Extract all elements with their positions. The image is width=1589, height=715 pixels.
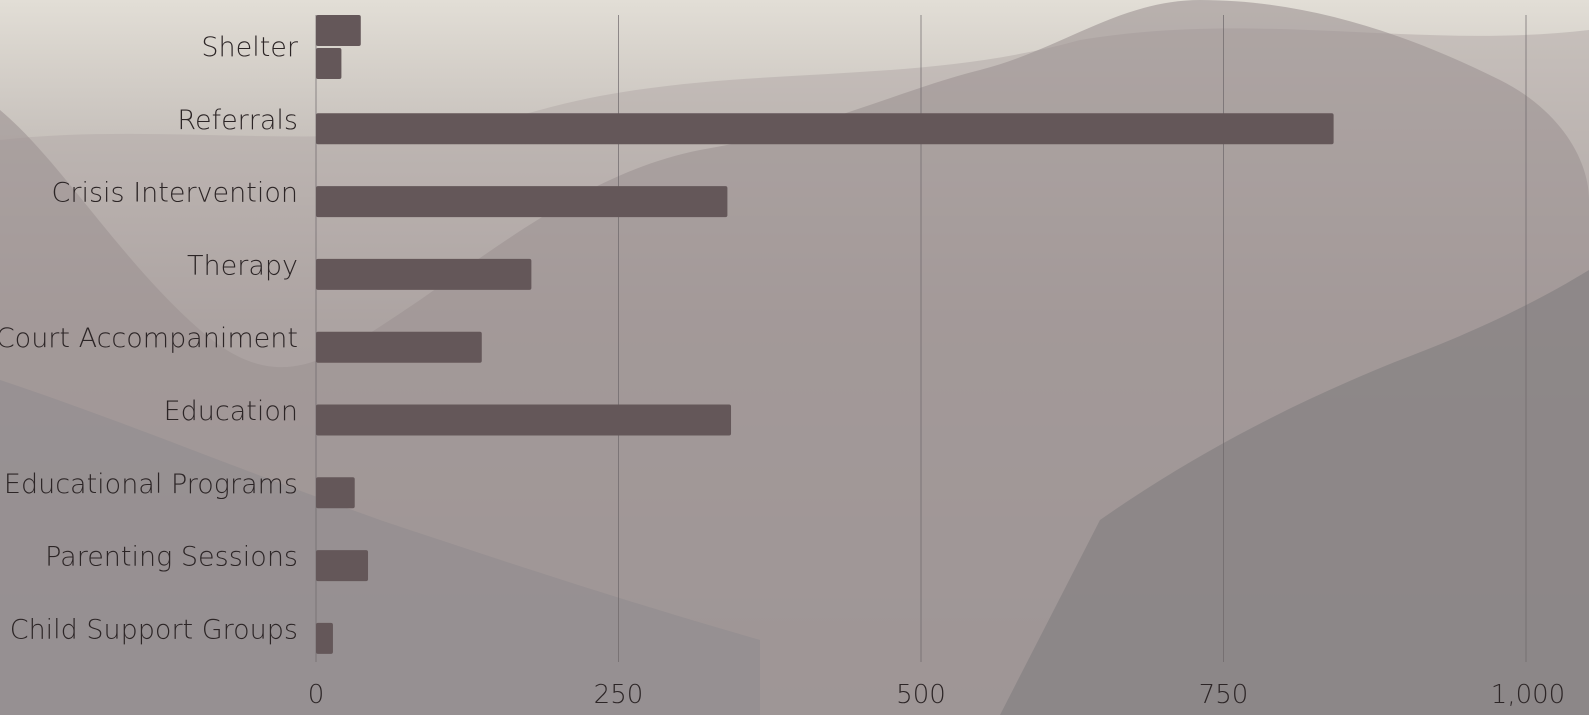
category-label-court-accompaniment: Court Accompaniment	[0, 323, 298, 354]
x-tick-label-0: 0	[308, 680, 325, 710]
x-axis-tick-labels: 0 250 500 750 1,000	[308, 680, 1565, 710]
category-label-educational-programs: Educational Programs	[4, 469, 298, 500]
bar-referrals	[316, 113, 1334, 145]
bar-educational-programs	[316, 477, 355, 509]
x-tick-label-750: 750	[1199, 680, 1249, 710]
bar-parenting-sessions	[316, 550, 369, 582]
bar-education	[316, 404, 732, 436]
category-label-parenting-sessions: Parenting Sessions	[45, 542, 298, 573]
x-tick-label-500: 500	[896, 680, 946, 710]
category-label-education: Education	[164, 396, 298, 427]
bar-crisis-intervention	[316, 186, 728, 218]
category-label-shelter: Shelter	[201, 32, 299, 63]
bar-therapy	[316, 258, 532, 290]
x-tick-label-1000: 1,000	[1491, 680, 1565, 710]
category-label-crisis-intervention: Crisis Intervention	[52, 178, 298, 209]
bar-shelter-2	[316, 48, 342, 79]
x-tick-label-250: 250	[594, 680, 644, 710]
bar-court-accompaniment	[316, 331, 482, 363]
bar-shelter-1	[316, 15, 361, 46]
category-label-child-support-groups: Child Support Groups	[10, 614, 298, 645]
bars	[316, 15, 1334, 654]
category-label-referrals: Referrals	[177, 105, 298, 136]
category-labels: Shelter Referrals Crisis Intervention Thera…	[0, 32, 299, 645]
category-label-therapy: Therapy	[187, 250, 298, 281]
bar-child-support-groups	[316, 622, 333, 654]
